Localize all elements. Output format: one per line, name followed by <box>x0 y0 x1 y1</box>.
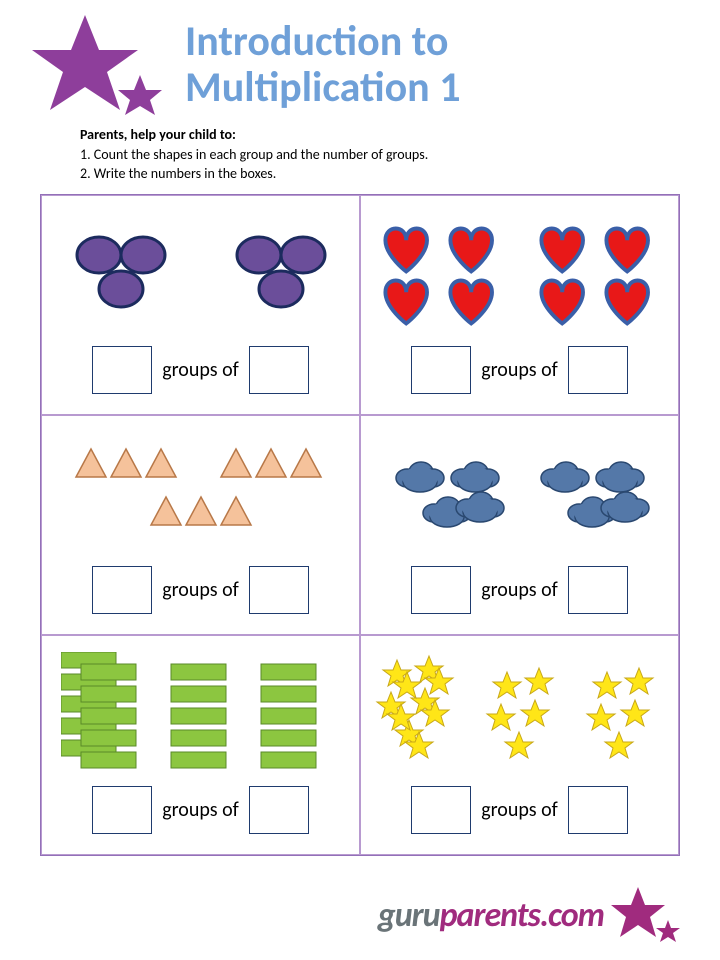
count-input[interactable] <box>249 566 309 614</box>
answer-label: groups of <box>481 798 558 822</box>
answer-row: groups of <box>54 566 347 622</box>
answer-row: groups of <box>54 786 347 842</box>
title-line-2: Multiplication 1 <box>185 65 460 111</box>
count-input[interactable] <box>249 346 309 394</box>
instructions-item-1: 1. Count the shapes in each group and th… <box>80 145 660 165</box>
answer-label: groups of <box>162 358 239 382</box>
groups-input[interactable] <box>411 566 471 614</box>
footer-text-a: guru <box>378 895 440 936</box>
shapes-ovals <box>54 208 347 346</box>
cell-triangles: groups of <box>41 415 360 635</box>
count-input[interactable] <box>568 346 628 394</box>
answer-label: groups of <box>162 798 239 822</box>
answer-row: groups of <box>373 346 666 402</box>
shapes-clouds <box>373 428 666 566</box>
shapes-stars <box>373 648 666 786</box>
header: Introduction to Multiplication 1 <box>0 0 720 120</box>
groups-input[interactable] <box>92 786 152 834</box>
answer-row: groups of <box>54 346 347 402</box>
shapes-hearts <box>373 208 666 346</box>
instructions: Parents, help your child to: 1. Count th… <box>0 120 720 194</box>
instructions-lead: Parents, help your child to: <box>80 125 660 145</box>
page-title: Introduction to Multiplication 1 <box>185 19 460 111</box>
answer-row: groups of <box>373 786 666 842</box>
shapes-rects <box>54 648 347 786</box>
groups-input[interactable] <box>411 786 471 834</box>
answer-row: groups of <box>373 566 666 622</box>
answer-label: groups of <box>481 358 558 382</box>
header-star-icon <box>30 10 170 120</box>
footer: guruparents.com <box>378 885 680 945</box>
shapes-triangles <box>54 428 347 566</box>
answer-label: groups of <box>162 578 239 602</box>
groups-input[interactable] <box>411 346 471 394</box>
answer-label: groups of <box>481 578 558 602</box>
cell-stars: groups of <box>360 635 679 855</box>
worksheet-grid: groups of groups of <box>40 194 680 856</box>
footer-text-b: parents.com <box>440 895 604 936</box>
count-input[interactable] <box>568 786 628 834</box>
groups-input[interactable] <box>92 346 152 394</box>
groups-input[interactable] <box>92 566 152 614</box>
count-input[interactable] <box>568 566 628 614</box>
title-line-1: Introduction to <box>185 19 460 65</box>
cell-clouds: groups of <box>360 415 679 635</box>
instructions-item-2: 2. Write the numbers in the boxes. <box>80 164 660 184</box>
footer-star-icon <box>610 885 680 945</box>
cell-ovals: groups of <box>41 195 360 415</box>
cell-hearts: groups of <box>360 195 679 415</box>
count-input[interactable] <box>249 786 309 834</box>
footer-text: guruparents.com <box>378 895 604 936</box>
cell-rects: groups of <box>41 635 360 855</box>
